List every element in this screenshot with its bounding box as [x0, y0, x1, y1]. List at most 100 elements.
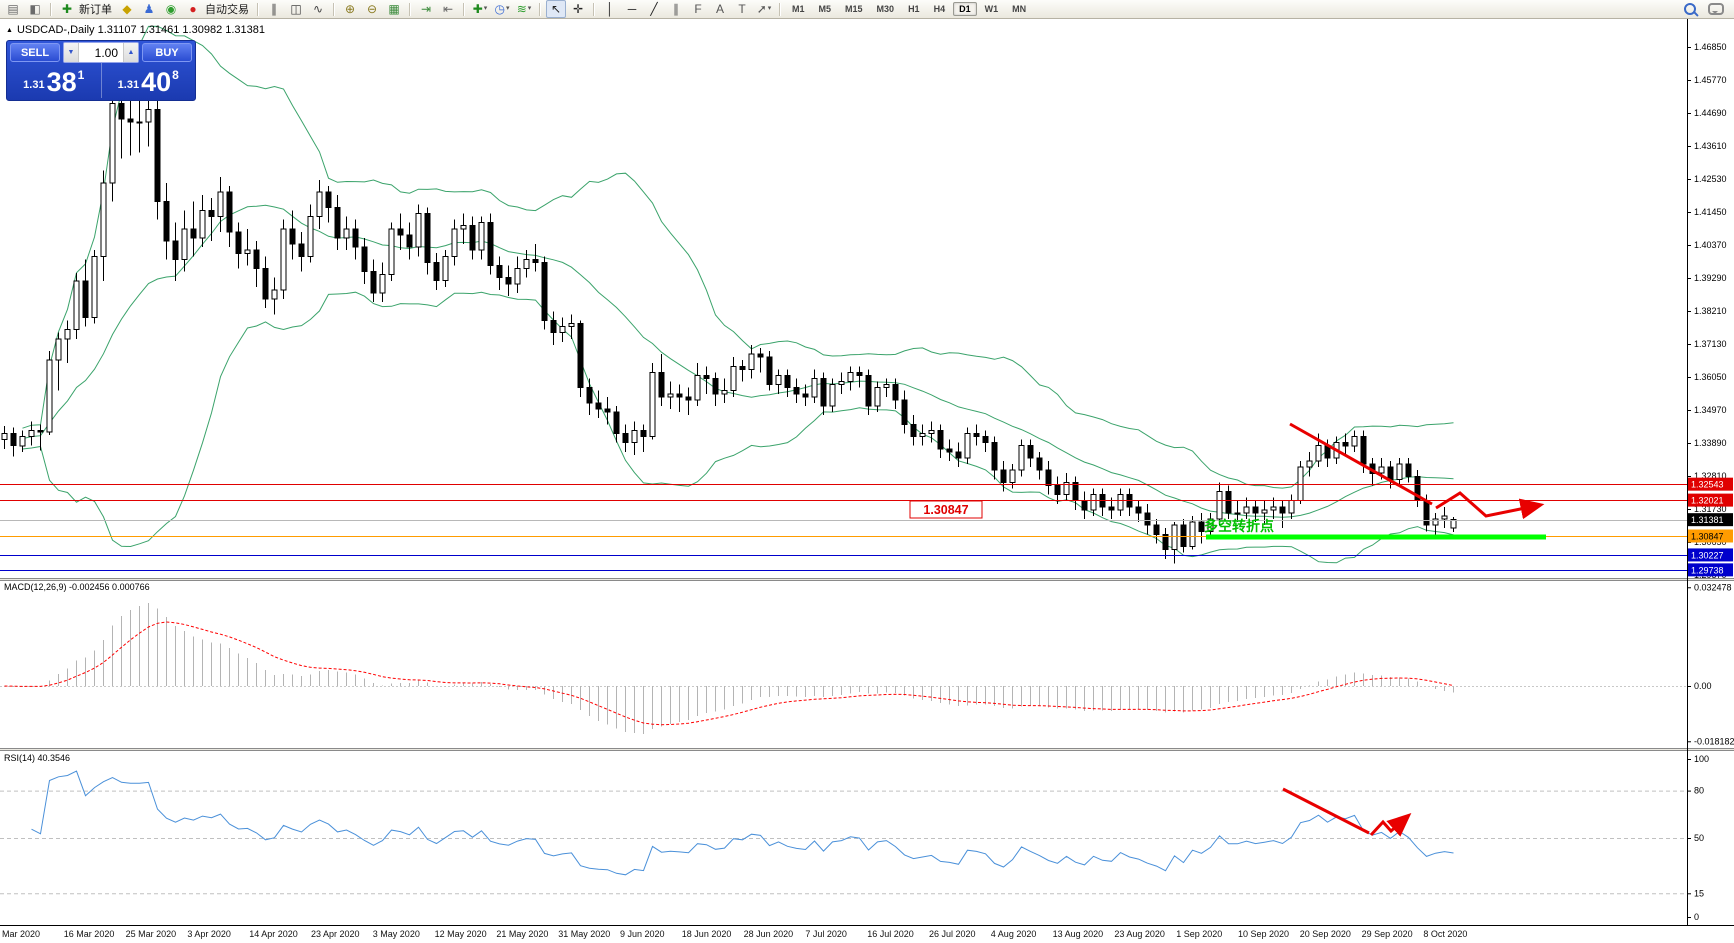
volume-value[interactable]: 1.00: [79, 43, 123, 62]
timeframe-mn-button[interactable]: MN: [1012, 4, 1027, 14]
svg-text:0.00: 0.00: [1694, 681, 1712, 691]
indicators-button[interactable]: ≋ ▾: [516, 2, 532, 16]
bar-chart-icon[interactable]: ∥: [271, 2, 277, 16]
volume-decrease-button[interactable]: ▼: [64, 43, 79, 62]
sell-price-big: 38: [46, 67, 77, 97]
timeframe-h4-button[interactable]: H4: [933, 4, 946, 14]
buy-price-prefix: 1.31: [117, 79, 140, 91]
line-chart-icon[interactable]: ∿: [312, 2, 324, 16]
timeframe-h1-button[interactable]: H1: [908, 4, 920, 14]
zigzag-arrow-drawing[interactable]: [1435, 491, 1545, 520]
level-lines-layer[interactable]: [0, 484, 1687, 571]
sell-price[interactable]: 1.31 38 1: [7, 63, 101, 98]
chevron-down-icon[interactable]: ▾: [527, 5, 532, 12]
svg-text:12 May 2020: 12 May 2020: [435, 929, 487, 939]
svg-text:8 Oct 2020: 8 Oct 2020: [1423, 929, 1467, 939]
volume-stepper: ▼ 1.00 ▲: [63, 42, 139, 63]
pane-splitter-1[interactable]: [0, 578, 1734, 581]
arrows-button[interactable]: ➚ ▾: [756, 2, 772, 16]
svg-text:1.34970: 1.34970: [1694, 405, 1727, 415]
bollinger-upper-band: [22, 25, 1454, 489]
svg-text:18 Jun 2020: 18 Jun 2020: [682, 929, 732, 939]
chevron-down-icon[interactable]: ▾: [483, 5, 488, 12]
chart-marker-icon: ▲: [6, 27, 13, 34]
svg-text:1.39290: 1.39290: [1694, 273, 1727, 283]
macd-pane[interactable]: 0.032478 0.00 -0.018182: [0, 582, 1734, 746]
market-watch-icon[interactable]: ▤: [7, 2, 19, 16]
rsi-pane[interactable]: 100 80 50 15 0: [0, 754, 1709, 922]
fibonacci-button[interactable]: F: [694, 2, 702, 16]
svg-text:1.30847: 1.30847: [923, 503, 968, 517]
svg-text:16 Jul 2020: 16 Jul 2020: [867, 929, 914, 939]
new-order-button[interactable]: ✚: [61, 2, 73, 16]
new-order-button-label[interactable]: 新订单: [79, 4, 112, 16]
autotrading-button-label[interactable]: 自动交易: [205, 4, 249, 16]
trendline-button[interactable]: ╱: [650, 2, 658, 16]
timeframe-m5-button[interactable]: M5: [818, 4, 832, 14]
toolbar-separator: [463, 2, 465, 16]
price-axis[interactable]: 1.46850 1.45770 1.44690 1.43610 1.42530 1.414…: [1687, 42, 1733, 580]
svg-text:10 Sep 2020: 10 Sep 2020: [1238, 929, 1289, 939]
svg-text:1.32543: 1.32543: [1691, 480, 1724, 490]
rsi-zigzag-arrow-drawing[interactable]: [1369, 813, 1412, 837]
chart-shift-icon[interactable]: ⇤: [442, 2, 454, 16]
macd-histogram: [13, 602, 1454, 734]
chevron-down-icon[interactable]: ▾: [767, 5, 772, 12]
timeframe-m1-button[interactable]: M1: [792, 4, 805, 14]
timeframe-d1-button[interactable]: D1: [953, 2, 977, 16]
resistance-line-1-axis-label: 1.32543: [1688, 477, 1733, 491]
turning-point-annotation[interactable]: 多空转折点: [1204, 518, 1274, 534]
vertical-line-button[interactable]: │: [606, 2, 614, 16]
svg-text:1.38210: 1.38210: [1694, 306, 1727, 316]
pivot-line-axis-label: 1.30847: [1688, 529, 1733, 543]
sell-price-pip: 1: [77, 68, 85, 82]
buy-price[interactable]: 1.31 40 8: [100, 63, 196, 98]
terminal-icon[interactable]: ♟: [143, 2, 155, 16]
data-window-icon[interactable]: ◧: [29, 2, 41, 16]
rsi-downtrend-line-drawing[interactable]: [1282, 787, 1370, 835]
profiles-button[interactable]: ◷ ▾: [494, 2, 510, 16]
svg-text:1.30227: 1.30227: [1691, 550, 1724, 560]
horizontal-line-button[interactable]: ─: [627, 2, 637, 16]
svg-text:23 Aug 2020: 23 Aug 2020: [1114, 929, 1165, 939]
svg-text:0: 0: [1694, 912, 1699, 922]
timeframe-m15-button[interactable]: M15: [845, 4, 863, 14]
svg-text:1.45770: 1.45770: [1694, 75, 1727, 85]
svg-text:1.31381: 1.31381: [1691, 515, 1724, 525]
main-price-pane[interactable]: [1, 25, 1457, 564]
autotrading-button[interactable]: ●: [189, 2, 197, 16]
text-label-button[interactable]: T: [738, 2, 746, 16]
auto-scroll-icon[interactable]: ⇥: [420, 2, 432, 16]
macd-indicator-label: MACD(12,26,9) -0.002456 0.000766: [4, 582, 150, 592]
date-axis[interactable]: Mar 2020 16 Mar 2020 25 Mar 2020 3 Apr 2020…: [2, 929, 1467, 939]
support-line-2-axis-label: 1.29738: [1688, 563, 1733, 577]
chevron-down-icon[interactable]: ▾: [505, 5, 510, 12]
new-chart-button[interactable]: ✚ ▾: [472, 2, 488, 16]
zoom-in-icon[interactable]: ⊕: [344, 2, 356, 16]
search-icon[interactable]: [1684, 3, 1696, 15]
volume-increase-button[interactable]: ▲: [123, 43, 138, 62]
svg-text:16 Mar 2020: 16 Mar 2020: [64, 929, 115, 939]
svg-text:25 Mar 2020: 25 Mar 2020: [126, 929, 177, 939]
svg-text:-0.018182: -0.018182: [1694, 736, 1734, 746]
candlestick-chart-icon[interactable]: ◫: [290, 2, 302, 16]
timeframe-w1-button[interactable]: W1: [984, 4, 999, 14]
toolbar-separator: [539, 2, 541, 16]
toolbar-separator: [779, 2, 781, 16]
zoom-out-icon[interactable]: ⊖: [366, 2, 378, 16]
pane-splitter-2[interactable]: [0, 748, 1734, 751]
signals-icon[interactable]: ◉: [165, 2, 177, 16]
tile-windows-icon[interactable]: ▦: [388, 2, 400, 16]
crosshair-button[interactable]: ✛: [572, 2, 584, 16]
market-depth-icon[interactable]: ◆: [122, 2, 132, 16]
timeframe-m30-button[interactable]: M30: [876, 4, 895, 14]
buy-button[interactable]: BUY: [142, 43, 192, 62]
chat-icon[interactable]: [1708, 3, 1724, 15]
sell-button[interactable]: SELL: [10, 43, 60, 62]
price-callout-label[interactable]: 1.30847: [909, 500, 983, 519]
downtrend-line-drawing[interactable]: [1289, 422, 1433, 506]
channel-button[interactable]: ∥: [673, 2, 679, 16]
text-button[interactable]: A: [715, 2, 724, 16]
cursor-button[interactable]: ↖: [546, 0, 566, 18]
